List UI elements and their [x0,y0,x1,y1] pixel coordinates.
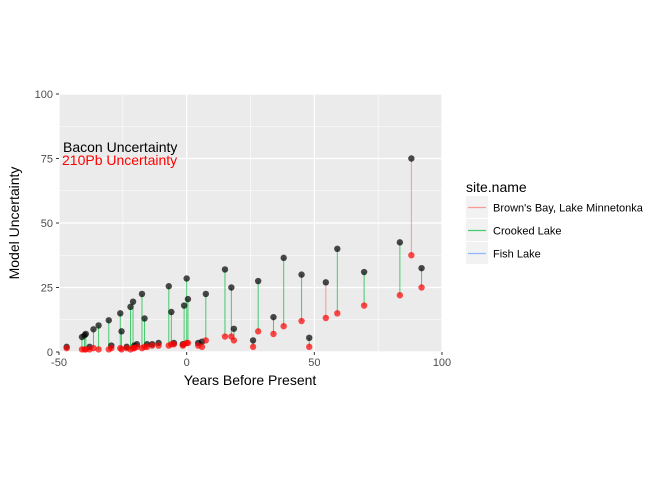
x-tick-label: 50 [308,357,320,369]
annotation-pb210: 210Pb Uncertainty [62,152,177,168]
point-pb210 [334,310,341,317]
legend-label: Fish Lake [493,249,541,261]
point-bacon [306,334,313,342]
point-bacon [95,322,102,329]
x-tick-label: -50 [51,357,67,369]
point-bacon [127,303,134,311]
point-bacon [118,328,125,335]
x-tick-label: 100 [433,357,451,369]
point-pb210 [90,344,97,352]
y-tick-label: 50 [41,218,53,230]
point-bacon [141,315,148,322]
point-bacon [184,295,192,303]
point-bacon [230,325,238,332]
point-pb210 [118,346,125,353]
point-pb210 [202,337,210,344]
point-bacon [105,317,112,324]
point-bacon [280,254,287,262]
y-axis-label: Model Uncertainty [6,167,22,280]
point-bacon [165,283,172,290]
point-pb210 [184,339,192,347]
legend-items: Brown's Bay, Lake Minnetonka Crooked Lake… [466,196,644,264]
point-pb210 [360,302,368,309]
legend-label: Brown's Bay, Lake Minnetonka [493,203,644,215]
point-bacon [360,268,368,276]
point-bacon [396,239,404,246]
point-bacon [117,310,124,317]
y-tick-label: 75 [41,154,53,166]
point-bacon [221,266,229,273]
point-pb210 [63,344,70,352]
point-pb210 [230,337,238,344]
legend: site.name Brown's Bay, Lake Minnetonka Cr… [466,179,644,264]
point-bacon [183,275,190,282]
point-pb210 [221,333,229,340]
point-bacon [334,245,341,252]
point-bacon [418,264,425,272]
x-tick-label: 0 [184,357,190,369]
point-bacon [254,277,262,285]
point-bacon [168,308,175,316]
point-pb210 [95,346,102,353]
point-pb210 [298,317,305,325]
data-points [63,155,425,353]
legend-title: site.name [466,179,527,195]
y-tick-label: 100 [35,89,53,101]
point-pb210 [254,328,262,335]
y-tick-label: 25 [41,283,53,295]
grid-lines [58,93,443,353]
point-pb210 [280,323,287,330]
point-bacon [298,271,305,278]
annotation-bacon: Bacon Uncertainty [63,139,177,155]
point-pb210 [408,252,415,259]
point-pb210 [418,284,425,291]
point-pb210 [170,341,178,348]
point-pb210 [322,314,330,322]
point-bacon [82,330,90,338]
point-pb210 [133,343,141,351]
legend-label: Crooked Lake [493,226,562,238]
point-pb210 [143,343,151,351]
point-pb210 [270,330,277,338]
point-bacon [138,290,146,298]
point-pb210 [396,292,404,299]
x-axis-label: Years Before Present [184,372,317,388]
point-bacon [249,337,257,344]
point-pb210 [198,343,206,351]
point-bacon [322,279,330,286]
point-bacon [90,326,97,333]
point-bacon [202,290,210,298]
point-bacon [129,298,137,305]
point-bacon [408,155,415,162]
point-pb210 [148,342,156,349]
point-bacon [180,302,188,309]
point-pb210 [306,343,313,351]
point-pb210 [155,342,162,349]
point-pb210 [108,344,115,352]
point-pb210 [249,343,257,351]
y-tick-label: 0 [47,347,53,359]
point-bacon [270,313,277,321]
point-bacon [228,284,235,291]
